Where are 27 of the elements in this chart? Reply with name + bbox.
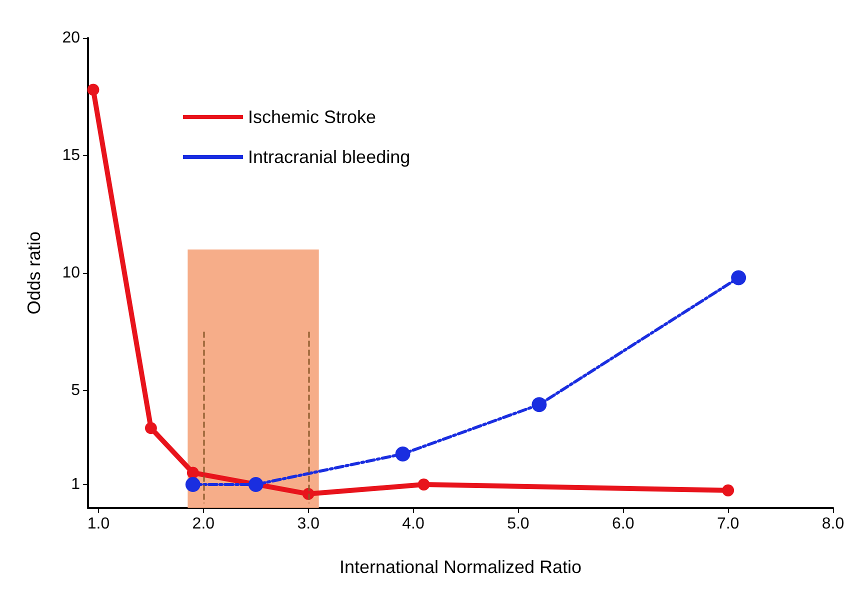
point [395, 446, 410, 462]
legend-label: Ischemic Stroke [248, 107, 376, 127]
x-axis-title: International Normalized Ratio [339, 557, 582, 577]
y-tick-label: 5 [71, 382, 80, 399]
point [186, 466, 199, 479]
point [144, 422, 157, 434]
x-tick-label: 3.0 [297, 516, 320, 532]
x-tick-label: 4.0 [402, 516, 424, 532]
x-tick-label: 8.0 [822, 516, 844, 532]
y-tick-label: 1 [71, 476, 80, 493]
point [185, 477, 200, 492]
point [722, 484, 734, 496]
point [248, 477, 264, 492]
y-tick-label: 15 [62, 147, 80, 164]
point [418, 478, 430, 490]
x-tick-label: 7.0 [716, 516, 740, 532]
legend-label: Intracranial bleeding [248, 147, 410, 167]
x-tick-label: 1.0 [87, 516, 110, 532]
x-tick-label: 2.0 [192, 516, 215, 532]
y-axis-title: Odds ratio [24, 231, 44, 315]
x-tick-label: 6.0 [612, 516, 634, 532]
point [731, 270, 746, 286]
y-tick-label: 10 [62, 264, 80, 282]
x-tick-label: 5.0 [507, 516, 530, 532]
y-tick-label: 20 [62, 30, 80, 46]
point [87, 84, 100, 96]
point [532, 397, 547, 412]
